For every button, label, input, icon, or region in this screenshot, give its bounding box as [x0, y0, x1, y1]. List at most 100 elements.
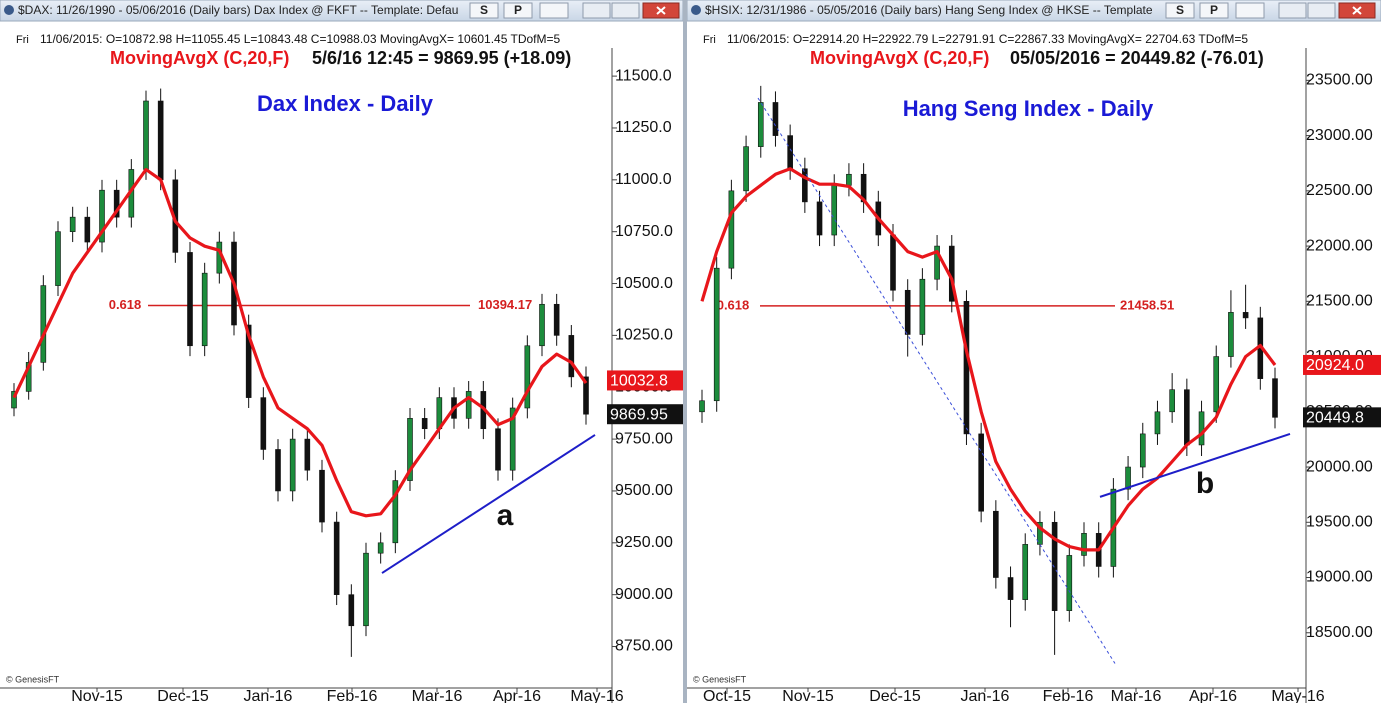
candle-body — [113, 189, 120, 218]
fib-value: 10394.17 — [478, 297, 532, 312]
candle-body — [1066, 555, 1073, 611]
candle-body — [1213, 356, 1220, 413]
candle-body — [84, 216, 91, 243]
candle-body — [728, 190, 735, 269]
candle-body — [319, 469, 325, 523]
candle-body — [275, 449, 281, 492]
candle-body — [509, 407, 516, 471]
candle-body — [713, 267, 720, 402]
candle-body — [304, 438, 311, 471]
toolbar-button[interactable] — [1199, 2, 1229, 19]
candle-body — [934, 245, 940, 280]
last-quote: 05/05/2016 = 20449.82 (-76.01) — [1010, 48, 1264, 68]
candle-body — [1081, 533, 1087, 556]
watermark: © GenesisFT — [6, 674, 60, 684]
candle-body — [963, 301, 970, 435]
pin-button[interactable] — [1235, 2, 1265, 19]
price-tag-label: 10032.8 — [610, 373, 668, 390]
candle-body — [333, 521, 340, 595]
y-tick-label: 19500.00 — [1306, 513, 1373, 530]
annotation: a — [497, 499, 514, 532]
x-tick-label: Apr-16 — [1189, 688, 1237, 703]
maximize-button[interactable] — [1307, 2, 1336, 19]
x-tick-label: Mar-16 — [412, 688, 463, 703]
candle-body — [1139, 433, 1146, 468]
fib-value: 21458.51 — [1120, 297, 1174, 312]
candle-body — [539, 303, 545, 347]
price-tag — [607, 404, 683, 425]
candle-body — [978, 433, 984, 512]
price-tag-label: 20924.0 — [1306, 357, 1364, 374]
y-tick-label: 10250.0 — [615, 327, 673, 344]
candle-body — [787, 135, 793, 170]
price-tag-label: 9869.95 — [610, 406, 668, 423]
chart-title: Dax Index - Daily — [257, 91, 434, 116]
candle-body — [187, 252, 193, 347]
info-line: 11/06/2015: O=22914.20 H=22922.79 L=2279… — [727, 32, 1248, 46]
y-tick-label: 21500.00 — [1306, 293, 1373, 310]
window-icon — [691, 5, 701, 15]
candle-body — [772, 102, 779, 136]
y-tick-label: 10750.0 — [615, 223, 673, 240]
x-tick-label: Nov-15 — [782, 688, 834, 703]
candle-body — [890, 234, 896, 291]
candle-body — [55, 231, 61, 286]
y-tick-label: 22000.00 — [1306, 237, 1373, 254]
price-tag — [1303, 354, 1381, 375]
info-day: Fri — [16, 34, 29, 46]
y-tick-label: 8750.00 — [615, 638, 673, 655]
toolbar-button-label: P — [514, 3, 522, 17]
candle-body — [201, 272, 208, 347]
toolbar-button[interactable] — [503, 2, 533, 19]
y-tick-label: 18500.00 — [1306, 624, 1373, 641]
candle-body — [904, 289, 911, 335]
hsi-window: $HSIX: 12/31/1986 - 05/05/2016 (Daily ba… — [687, 0, 1381, 703]
candle-body — [465, 391, 472, 419]
close-icon — [656, 6, 666, 15]
candle-body — [802, 168, 808, 203]
candle-body — [583, 376, 589, 415]
candle-body — [99, 189, 105, 243]
candle-body — [245, 324, 252, 398]
y-tick-label: 20000.00 — [1306, 458, 1373, 475]
candle-body — [1007, 577, 1014, 600]
moving-average-line — [700, 167, 1277, 552]
minimize-button[interactable] — [582, 2, 611, 19]
minimize-button[interactable] — [1278, 2, 1307, 19]
y-tick-label: 22500.00 — [1306, 182, 1373, 199]
x-tick-label: Nov-15 — [71, 688, 123, 703]
candle-body — [157, 100, 164, 181]
x-tick-label: Feb-16 — [1043, 688, 1094, 703]
fib-ratio: 0.618 — [109, 297, 142, 312]
trendline — [1099, 432, 1291, 498]
window-icon — [4, 5, 14, 15]
candle-body — [348, 594, 355, 627]
candle-body — [11, 391, 17, 409]
toolbar-button[interactable] — [1165, 2, 1195, 19]
info-line: 11/06/2015: O=10872.98 H=11055.45 L=1084… — [40, 32, 561, 46]
candle-body — [816, 201, 823, 236]
y-tick-label: 19000.00 — [1306, 569, 1373, 586]
pin-button[interactable] — [539, 2, 569, 19]
candle-body — [568, 335, 575, 378]
candle-body — [25, 362, 32, 392]
x-tick-label: Jan-16 — [961, 688, 1010, 703]
maximize-button[interactable] — [611, 2, 640, 19]
toolbar-button[interactable] — [469, 2, 499, 19]
candle-body — [831, 185, 838, 236]
close-icon — [1352, 6, 1362, 15]
price-tag-label: 20449.8 — [1306, 410, 1364, 427]
indicator-label: MovingAvgX (C,20,F) — [810, 48, 989, 68]
chart-title: Hang Seng Index - Daily — [903, 96, 1154, 121]
candle-body — [1037, 521, 1043, 545]
candle-body — [1022, 544, 1029, 600]
candle-body — [846, 173, 852, 186]
candle-body — [1169, 389, 1175, 413]
y-tick-label: 9500.00 — [615, 482, 673, 499]
candle-body — [1228, 312, 1234, 357]
y-tick-label: 11500.0 — [615, 67, 672, 84]
price-tag — [607, 370, 683, 391]
dax-window: $DAX: 11/26/1990 - 05/06/2016 (Daily bar… — [0, 0, 683, 703]
